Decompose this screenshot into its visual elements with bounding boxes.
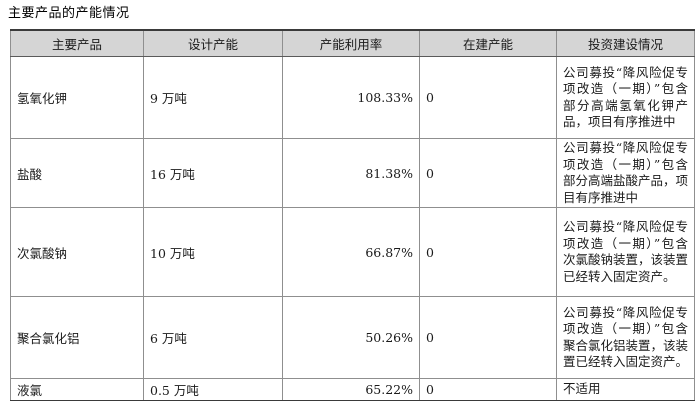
header-under-construction: 在建产能 [419,29,557,57]
cell-investment: 公司募投“降风险促专项改造（一期）”包含部分高端氢氧化钾产品，项目有序推进中 [556,56,695,139]
header-main-product: 主要产品 [10,29,144,57]
capacity-table: 主要产品 设计产能 产能利用率 在建产能 投资建设情况 氢氧化钾 9 万吨 10… [10,29,695,401]
cell-under-construction: 0 [419,378,557,401]
cell-utilization: 50.26% [282,296,420,379]
cell-under-construction: 0 [419,296,557,379]
cell-product: 氢氧化钾 [10,56,144,139]
cell-investment: 不适用 [556,378,695,401]
cell-design-capacity: 16 万吨 [143,138,283,208]
header-design-capacity: 设计产能 [143,29,283,57]
cell-product: 聚合氯化铝 [10,296,144,379]
cell-investment: 公司募投“降风险促专项改造（一期）”包含部分高端盐酸产品，项目有序推进中 [556,138,695,208]
cell-product: 盐酸 [10,138,144,208]
cell-utilization: 108.33% [282,56,420,139]
header-investment-status: 投资建设情况 [556,29,695,57]
table-row: 液氯 0.5 万吨 65.22% 0 不适用 [10,378,695,401]
cell-design-capacity: 0.5 万吨 [143,378,283,401]
cell-under-construction: 0 [419,138,557,208]
table-header-row: 主要产品 设计产能 产能利用率 在建产能 投资建设情况 [10,29,695,57]
cell-design-capacity: 6 万吨 [143,296,283,379]
table-row: 聚合氯化铝 6 万吨 50.26% 0 公司募投“降风险促专项改造（一期）”包含… [10,296,695,379]
header-capacity-utilization: 产能利用率 [282,29,420,57]
table-row: 氢氧化钾 9 万吨 108.33% 0 公司募投“降风险促专项改造（一期）”包含… [10,56,695,139]
cell-under-construction: 0 [419,56,557,139]
cell-product: 液氯 [10,378,144,401]
cell-design-capacity: 10 万吨 [143,207,283,297]
cell-utilization: 81.38% [282,138,420,208]
cell-under-construction: 0 [419,207,557,297]
table-body: 氢氧化钾 9 万吨 108.33% 0 公司募投“降风险促专项改造（一期）”包含… [10,56,695,401]
cell-utilization: 66.87% [282,207,420,297]
cell-investment: 公司募投“降风险促专项改造（一期）”包含次氯酸钠装置，该装置已经转入固定资产。 [556,207,695,297]
table-row: 盐酸 16 万吨 81.38% 0 公司募投“降风险促专项改造（一期）”包含部分… [10,138,695,208]
cell-investment: 公司募投“降风险促专项改造（一期）”包含聚合氯化铝装置，该装置已经转入固定资产。 [556,296,695,379]
table-row: 次氯酸钠 10 万吨 66.87% 0 公司募投“降风险促专项改造（一期）”包含… [10,207,695,297]
cell-utilization: 65.22% [282,378,420,401]
cell-design-capacity: 9 万吨 [143,56,283,139]
section-title: 主要产品的产能情况 [8,6,130,21]
cell-product: 次氯酸钠 [10,207,144,297]
